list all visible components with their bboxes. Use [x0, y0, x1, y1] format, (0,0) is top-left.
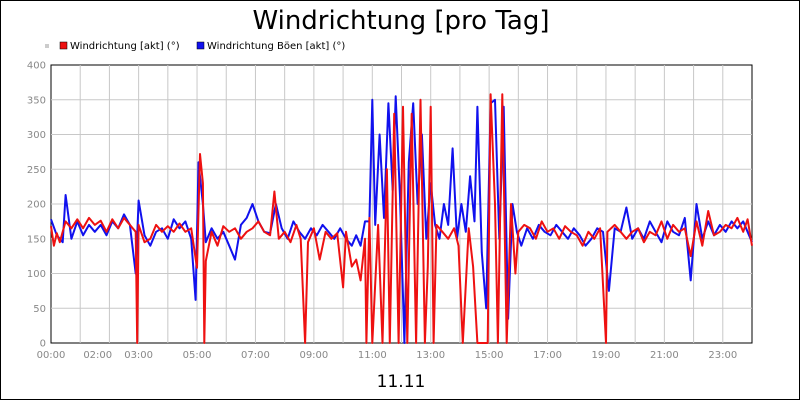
x-tick-label: 05:00: [183, 350, 212, 361]
x-tick-label: 09:00: [299, 350, 328, 361]
legend-swatch-blue: [196, 41, 205, 50]
x-tick-label: 00:00: [37, 350, 66, 361]
series-line-windrichtung: [50, 93, 753, 344]
x-tick-label: 07:00: [241, 350, 270, 361]
x-tick-label: 21:00: [650, 350, 679, 361]
x-tick-label: 23:00: [708, 350, 737, 361]
y-tick-label: 50: [33, 304, 46, 315]
x-tick-labels: 00:00 02:00 03:00 05:00 07:00 09:00 11:00 13:00…: [37, 350, 738, 361]
x-tick-label: 15:00: [475, 350, 504, 361]
chart-title: Windrichtung [pro Tag]: [252, 6, 549, 36]
date-label: 11.11: [377, 372, 426, 392]
y-tick-label: 250: [27, 165, 46, 176]
y-tick-label: 400: [27, 61, 46, 72]
series-line-boeen: [50, 95, 753, 344]
y-tick-label: 200: [27, 200, 46, 211]
legend-label-red: Windrichtung [akt] (°): [70, 41, 180, 52]
x-tick-label: 03:00: [124, 350, 153, 361]
y-tick-label: 0: [40, 339, 46, 350]
series-layer: [50, 93, 753, 344]
x-tick-label: 17:00: [533, 350, 562, 361]
legend: Windrichtung [akt] (°) Windrichtung Böen…: [45, 41, 345, 52]
x-tick-label: 02:00: [83, 350, 112, 361]
x-tick-label: 13:00: [416, 350, 445, 361]
y-tick-labels: 0 50 100 150 200 250 300 350 400: [27, 61, 46, 350]
y-tick-label: 300: [27, 130, 46, 141]
x-tick-label: 11:00: [358, 350, 387, 361]
legend-label-blue: Windrichtung Böen [akt] (°): [207, 41, 345, 52]
legend-marker-placeholder: [45, 44, 49, 48]
legend-swatch-red: [59, 41, 68, 50]
x-tick-label: 19:00: [592, 350, 621, 361]
y-tick-label: 100: [27, 269, 46, 280]
y-tick-label: 150: [27, 234, 46, 245]
y-tick-label: 350: [27, 95, 46, 106]
